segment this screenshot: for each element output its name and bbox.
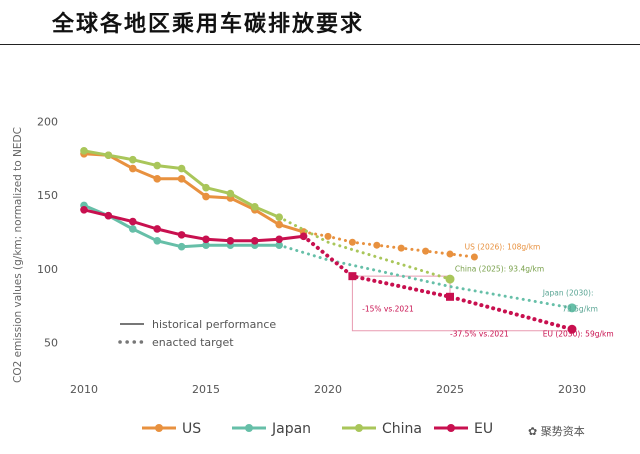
japan-point (177, 242, 186, 251)
us-target-point (348, 238, 356, 246)
us-point (153, 175, 161, 183)
data-annotation: China (2025): 93.4g/km (455, 265, 544, 274)
y-tick-label: 100 (37, 263, 58, 276)
eu-legend-marker (447, 424, 455, 432)
china-point (275, 213, 284, 221)
page-title: 全球各地区乘用车碳排放要求 (52, 12, 365, 37)
x-tick-label: 2030 (558, 383, 586, 396)
us-target-point (422, 247, 430, 255)
us-point (202, 192, 210, 201)
x-tick-label: 2025 (436, 383, 464, 396)
china-point (153, 161, 161, 170)
us-point (129, 164, 137, 173)
us-target-point (446, 250, 454, 258)
eu-point (80, 206, 88, 214)
eu-point (226, 236, 235, 245)
data-annotation: 73.5g/km (562, 305, 598, 314)
data-annotation: EU (2030): 59g/km (543, 330, 614, 339)
x-tick-label: 2020 (314, 383, 342, 396)
china-point (177, 164, 186, 173)
us-legend-label: US (182, 421, 201, 437)
japan-legend-label: Japan (271, 421, 311, 437)
japan-point (129, 225, 137, 233)
eu-historical-line (83, 208, 304, 243)
china-legend-label: China (382, 421, 422, 437)
eu-point (275, 235, 284, 244)
y-tick-label: 200 (37, 115, 58, 128)
us-point (275, 220, 284, 229)
japan-target-line (277, 243, 574, 310)
y-tick-label: 150 (37, 189, 58, 202)
eu-point (251, 236, 259, 245)
eu-target-line (301, 234, 574, 332)
eu-point (202, 235, 210, 244)
china-point (104, 151, 113, 160)
china-target-line (277, 215, 452, 281)
title-divider (0, 44, 640, 45)
eu-point (104, 211, 113, 220)
us-legend-marker (155, 424, 163, 432)
us-target-line (302, 230, 476, 259)
line-key-label: historical performance (152, 318, 276, 331)
eu-point (129, 217, 137, 226)
china-point (129, 155, 137, 164)
watermark: ✿ 聚势资本 (528, 423, 585, 439)
eu-point (299, 232, 308, 241)
china-point (80, 147, 88, 155)
us-point (177, 175, 186, 183)
x-tick-label: 2010 (70, 383, 98, 396)
china-point (226, 189, 235, 198)
wechat-icon: ✿ (528, 425, 538, 438)
legend: US Japan China EU (142, 421, 493, 437)
axis-ticks: 2010 2015 2020 2025 2030 50 100 150 200 (37, 115, 586, 396)
data-annotation: US (2026): 108g/km (465, 243, 541, 252)
watermark-text: 聚势资本 (540, 425, 585, 438)
y-tick-label: 50 (44, 337, 58, 350)
china-point (202, 183, 210, 192)
japan-target-point (567, 303, 577, 313)
eu-2025-point (446, 292, 454, 301)
us-target-point (397, 244, 405, 252)
eu-point (177, 231, 186, 239)
us-target-point (373, 241, 381, 249)
us-target-point (324, 232, 332, 240)
eu-2021-bracket (351, 276, 572, 332)
line-key-label: enacted target (152, 336, 234, 349)
eu-legend-label: EU (474, 421, 493, 437)
eu-point (153, 225, 161, 233)
data-annotation: -15% vs.2021 (362, 305, 414, 314)
japan-point (153, 236, 161, 245)
annotation-group: US (2026): 108g/km China (2025): 93.4g/km… (362, 243, 614, 339)
china-point (251, 203, 259, 211)
china-legend-marker (355, 424, 363, 432)
us-target-point (470, 253, 478, 261)
eu-target-point (567, 324, 577, 334)
data-annotation: Japan (2030): (542, 288, 594, 297)
japan-point (202, 241, 210, 249)
china-target-point (445, 274, 455, 284)
y-axis-label: CO2 emission values (g/km; normalized to… (12, 127, 24, 383)
eu-2021-point (348, 272, 357, 281)
data-annotation: -37.5% vs.2021 (450, 330, 509, 339)
us-historical-line (83, 152, 305, 234)
x-tick-label: 2015 (192, 383, 220, 396)
series-group (80, 147, 577, 334)
japan-legend-marker (245, 424, 253, 432)
japan-point (275, 241, 284, 249)
line-style-key: historical performance enacted target (118, 318, 276, 349)
